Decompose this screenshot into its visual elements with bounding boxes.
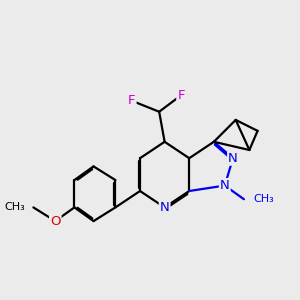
Text: O: O [50,214,61,228]
Text: CH₃: CH₃ [4,202,25,212]
Text: N: N [228,152,238,165]
Text: F: F [177,89,185,102]
Text: N: N [160,201,169,214]
Text: CH₃: CH₃ [254,194,274,204]
Text: F: F [128,94,136,107]
Text: N: N [220,179,230,192]
